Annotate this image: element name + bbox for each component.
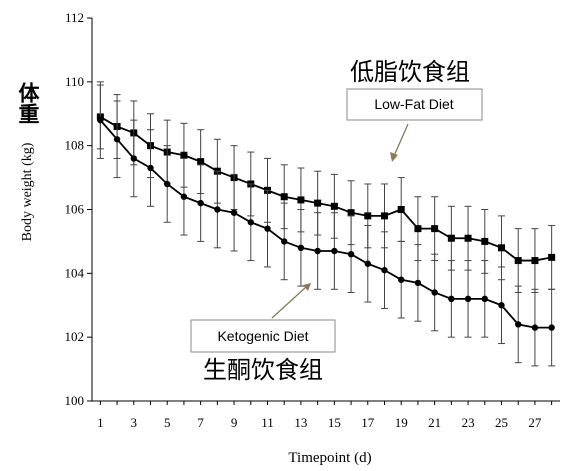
low-fat-arrow [393, 123, 409, 157]
low-fat-label-cn: 低脂饮食组 [350, 58, 470, 86]
y-axis-label-cn: 体重 [16, 82, 40, 124]
low-fat-label: Low-Fat Diet [374, 96, 453, 112]
ketogenic-label-cn: 生酮饮食组 [203, 356, 323, 384]
y-axis-label: Body weight (kg) [20, 142, 35, 241]
data-point [515, 321, 522, 328]
data-point [498, 302, 505, 309]
y-tick-label: 102 [65, 329, 85, 344]
data-point [281, 238, 288, 245]
data-point [164, 180, 171, 188]
x-tick-label: 1 [97, 415, 104, 430]
x-tick-label: 27 [528, 415, 542, 430]
series-ketogenic-diet [96, 81, 556, 367]
y-tick-label: 100 [65, 393, 85, 408]
series-low-fat-diet [96, 84, 556, 293]
y-tick-label: 106 [65, 202, 85, 217]
data-point [414, 225, 422, 233]
data-point [314, 247, 321, 255]
x-tick-label: 17 [361, 415, 375, 430]
data-point [481, 295, 488, 303]
data-point [214, 206, 221, 213]
series-layer [96, 81, 556, 367]
data-point [130, 155, 137, 162]
data-point [431, 289, 438, 296]
data-point [247, 219, 254, 226]
data-point [330, 202, 338, 210]
x-tick-label: 3 [131, 415, 138, 430]
data-point [264, 225, 271, 232]
data-point [398, 276, 405, 283]
data-point [531, 324, 539, 331]
data-point [197, 199, 204, 207]
data-point [381, 212, 388, 220]
legend-ketogenic: Ketogenic Diet 生酮饮食组 [190, 283, 336, 384]
x-tick-label: 11 [261, 415, 274, 430]
x-tick-label: 9 [231, 415, 238, 430]
x-tick-label: 25 [495, 415, 508, 430]
data-point [448, 295, 455, 303]
data-point [531, 257, 539, 265]
data-point [397, 206, 405, 213]
data-point [314, 199, 322, 207]
data-point [514, 257, 522, 265]
data-point [548, 324, 555, 331]
data-point [180, 151, 188, 159]
data-point [280, 193, 288, 201]
series-line [99, 119, 552, 329]
data-point [230, 209, 238, 216]
data-point [381, 266, 388, 274]
y-ticks: 100 102 104 106 108 110 112 [65, 10, 92, 408]
ketogenic-label: Ketogenic Diet [217, 328, 308, 344]
x-axis-label: Timepoint (d) [288, 450, 371, 466]
data-point [97, 116, 104, 124]
low-fat-arrowhead [390, 152, 398, 162]
y-tick-label: 110 [65, 74, 84, 89]
data-point [297, 244, 305, 251]
x-tick-label: 7 [197, 415, 204, 430]
data-point [414, 279, 422, 287]
y-tick-label: 112 [65, 10, 84, 25]
x-tick-label: 21 [428, 415, 441, 430]
data-point [113, 136, 121, 143]
data-point [464, 234, 472, 242]
data-point [464, 295, 472, 303]
data-point [364, 212, 372, 220]
ketogenic-arrow [271, 286, 307, 319]
data-point [147, 164, 154, 172]
x-tick-label: 5 [164, 415, 171, 430]
ketogenic-label-box [190, 319, 336, 353]
data-point [180, 193, 188, 200]
x-tick-label: 23 [462, 415, 475, 430]
data-point [347, 209, 355, 217]
legend-low-fat: 低脂饮食组 Low-Fat Diet [346, 58, 483, 162]
data-point [431, 225, 439, 233]
x-tick-label: 15 [328, 415, 341, 430]
data-point [364, 260, 371, 267]
ketogenic-arrowhead [303, 283, 311, 291]
data-point [447, 234, 455, 242]
y-tick-label: 108 [65, 138, 85, 153]
x-tick-label: 13 [294, 415, 307, 430]
series-line [99, 116, 552, 262]
x-tick-label: 19 [395, 415, 408, 430]
data-point [498, 244, 505, 252]
y-tick-label: 104 [65, 265, 85, 280]
data-point [297, 196, 305, 204]
data-point [548, 253, 556, 261]
data-point [347, 250, 355, 258]
data-point [481, 237, 489, 245]
low-fat-label-box [346, 88, 483, 121]
data-point [331, 247, 338, 255]
x-ticks: 1 3 5 7 9 11 13 15 17 19 21 23 25 27 [97, 401, 553, 430]
data-point [197, 158, 205, 166]
